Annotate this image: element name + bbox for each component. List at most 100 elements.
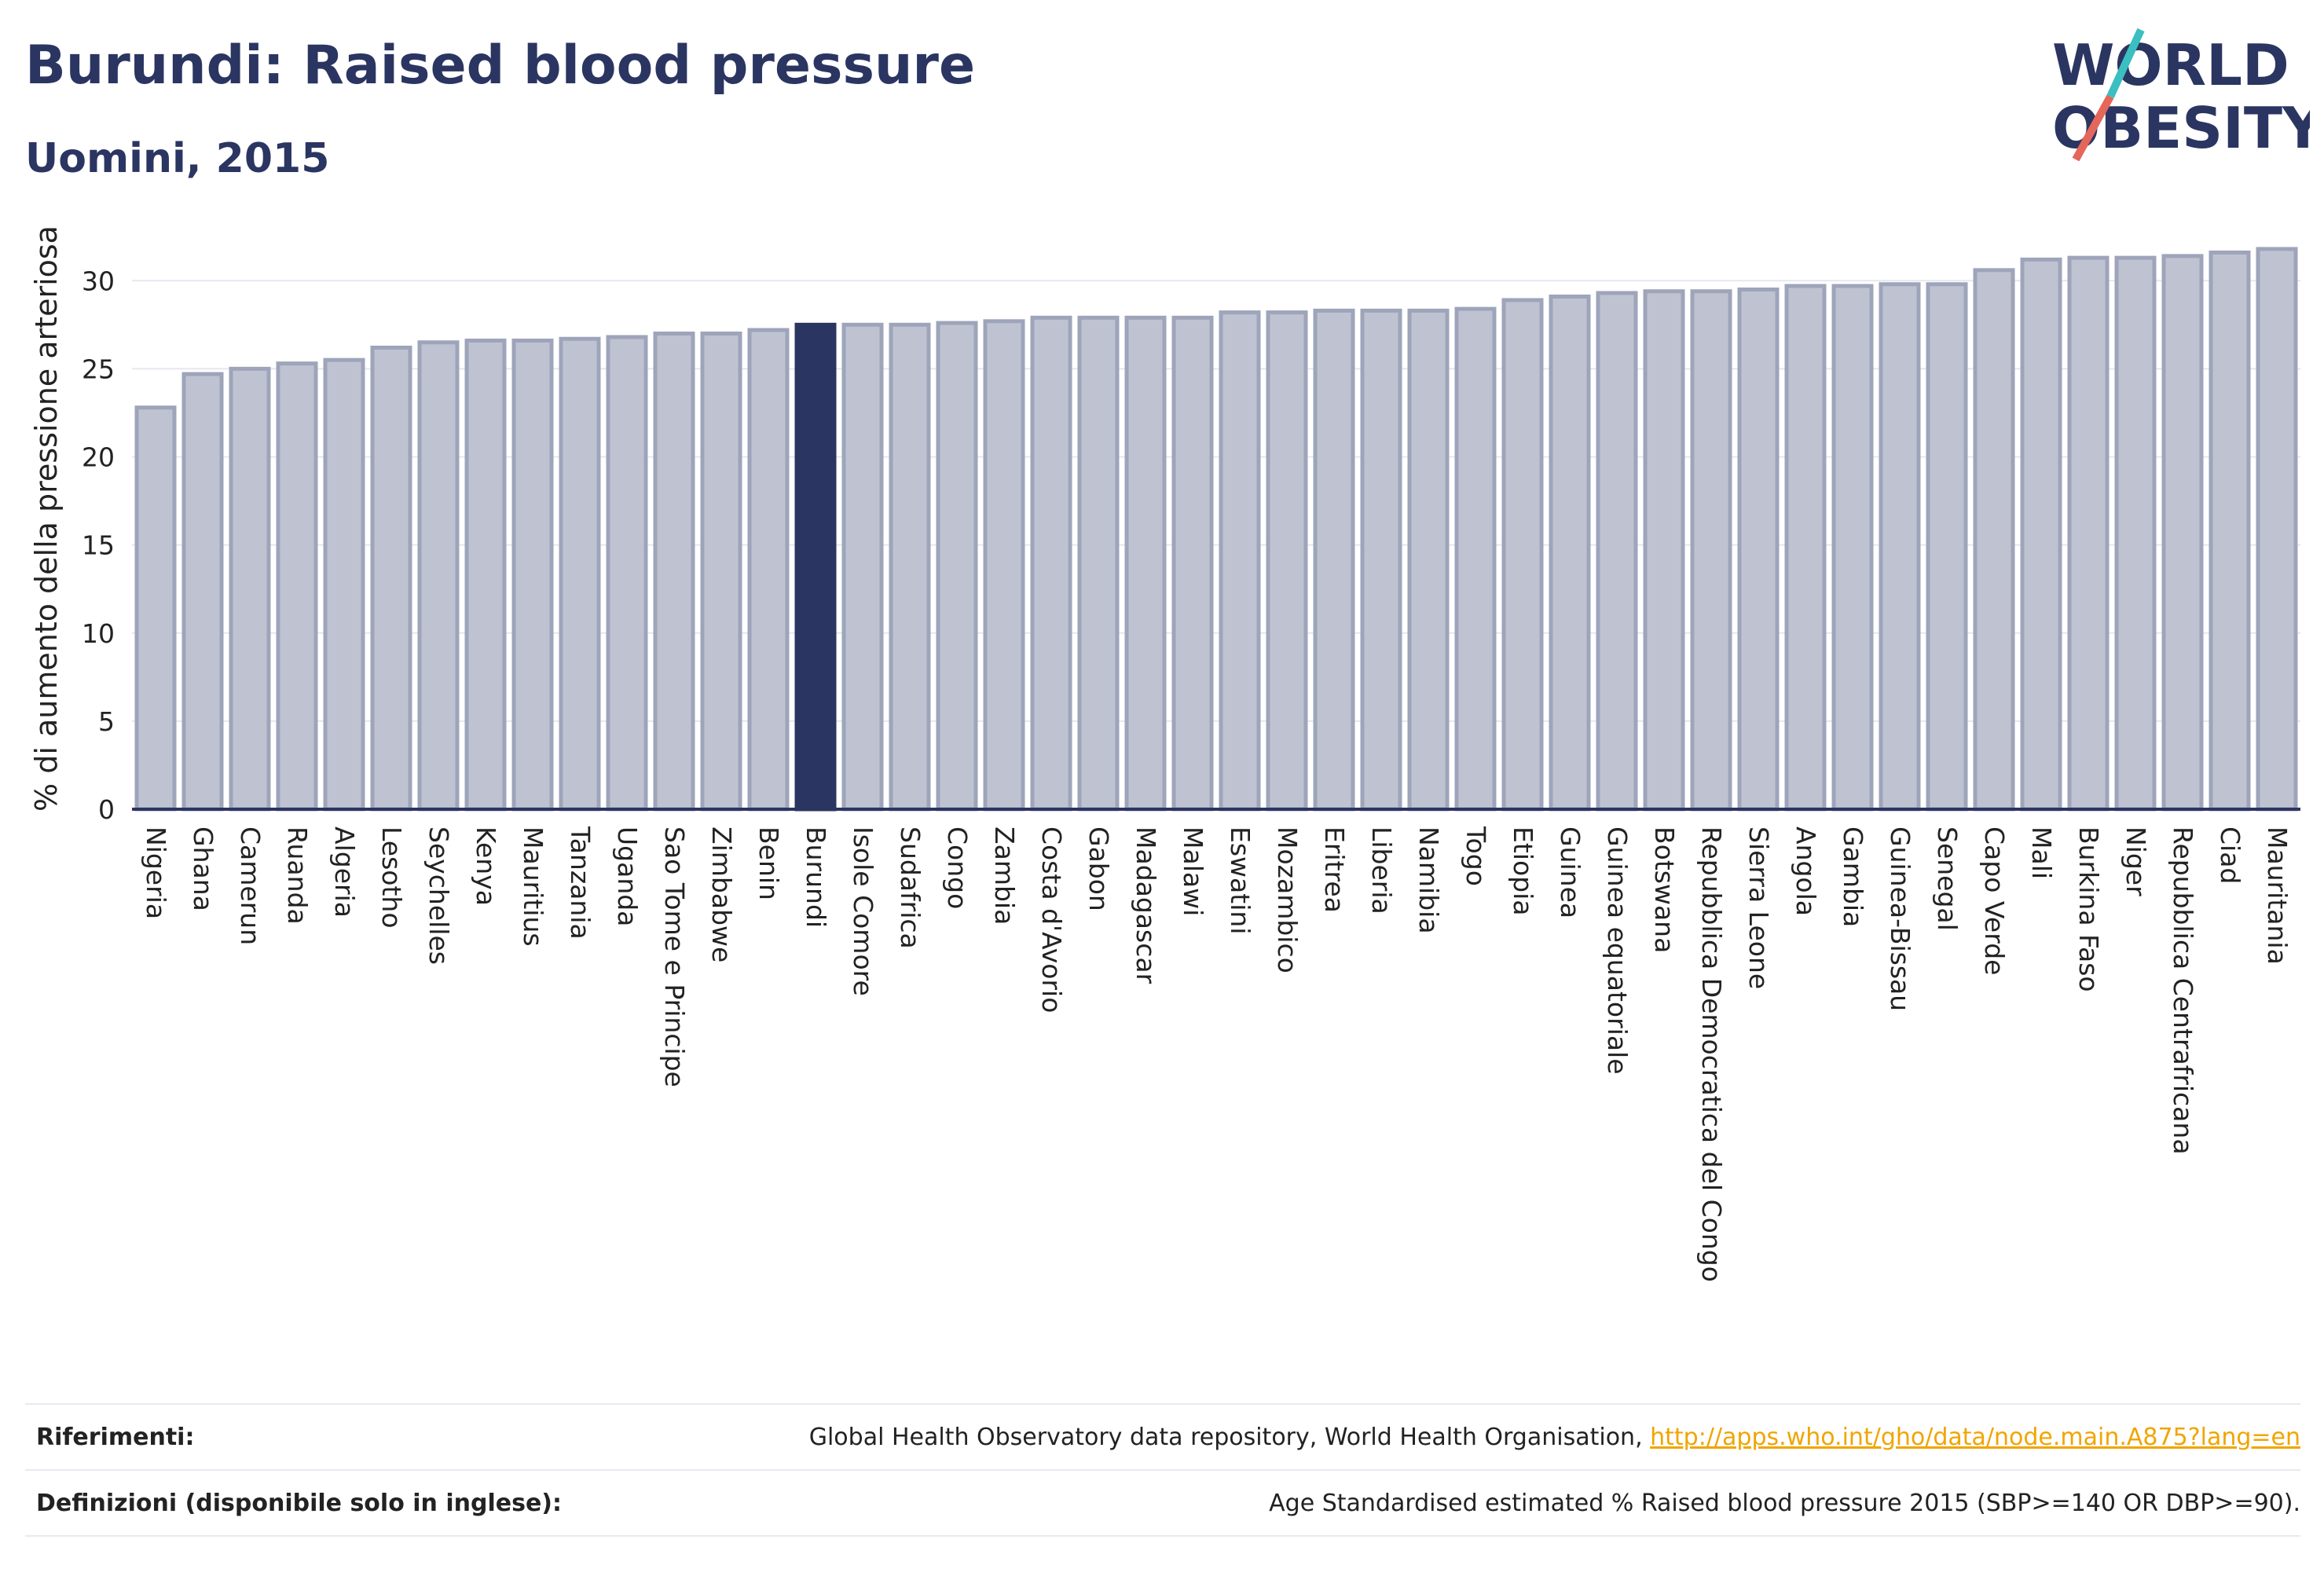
references-label: Riferimenti: bbox=[36, 1423, 195, 1451]
x-tick-label: Mauritius bbox=[518, 826, 548, 947]
x-tick-label: Repubblica Democratica del Congo bbox=[1696, 826, 1727, 1282]
x-tick-label: Costa d'Avorio bbox=[1036, 826, 1067, 1013]
bar bbox=[1454, 306, 1497, 812]
x-tick-label: Namibia bbox=[1413, 826, 1444, 934]
bar bbox=[1077, 315, 1120, 812]
references-row: Riferimenti: Global Health Observatory d… bbox=[25, 1403, 2300, 1469]
bar bbox=[794, 322, 837, 812]
x-tick-label: Madagascar bbox=[1131, 826, 1161, 984]
x-tick-label: Niger bbox=[2121, 826, 2151, 896]
x-tick-label: Malawi bbox=[1178, 826, 1208, 916]
bar bbox=[2114, 255, 2157, 812]
bar bbox=[747, 328, 790, 812]
bar bbox=[1030, 315, 1072, 812]
bar bbox=[276, 361, 318, 812]
bar bbox=[1124, 315, 1167, 812]
bar bbox=[1784, 284, 1827, 812]
bar bbox=[1171, 315, 1214, 812]
bar bbox=[983, 319, 1025, 812]
bar bbox=[606, 335, 648, 812]
x-tick-label: Capo Verde bbox=[1979, 826, 2010, 975]
y-tick-label: 10 bbox=[82, 618, 115, 649]
y-tick-label: 25 bbox=[82, 354, 115, 384]
bar bbox=[2020, 257, 2062, 812]
bar bbox=[229, 366, 271, 812]
x-tick-label: Nigeria bbox=[141, 826, 171, 919]
x-tick-label: Isole Comore bbox=[848, 826, 878, 996]
x-tick-label: Mali bbox=[2026, 826, 2057, 879]
bar bbox=[2161, 254, 2204, 812]
bar bbox=[1219, 310, 1261, 812]
bar bbox=[653, 332, 695, 812]
x-tick-label: Sao Tome e Principe bbox=[659, 826, 690, 1087]
footer: Riferimenti: Global Health Observatory d… bbox=[25, 1403, 2300, 1537]
bar bbox=[1596, 291, 1638, 812]
x-tick-label: Lesotho bbox=[376, 826, 407, 929]
y-tick-label: 15 bbox=[82, 530, 115, 561]
x-tick-label: Benin bbox=[753, 826, 784, 900]
x-tick-label: Etiopia bbox=[1508, 826, 1538, 916]
bar bbox=[1313, 308, 1355, 812]
svg-text:WORLD: WORLD bbox=[2052, 32, 2289, 98]
definitions-label: Definizioni (disponibile solo in inglese… bbox=[36, 1489, 562, 1517]
page-subtitle: Uomini, 2015 bbox=[25, 135, 330, 182]
references-text: Global Health Observatory data repositor… bbox=[808, 1423, 1651, 1451]
x-tick-label: Seychelles bbox=[423, 826, 454, 965]
bar bbox=[2067, 255, 2110, 812]
y-tick-label: 5 bbox=[98, 706, 115, 737]
bar bbox=[1879, 282, 1921, 812]
references-value: Global Health Observatory data repositor… bbox=[809, 1424, 2300, 1451]
x-tick-label: Congo bbox=[942, 826, 973, 909]
x-tick-label: Repubblica Centrafricana bbox=[2168, 826, 2198, 1155]
bar bbox=[1549, 294, 1591, 812]
bar bbox=[1360, 308, 1402, 812]
definitions-text: Age Standardised estimated % Raised bloo… bbox=[1269, 1489, 2300, 1517]
y-axis-title: % di aumento della pressione arteriosa bbox=[29, 225, 64, 812]
references-link[interactable]: http://apps.who.int/gho/data/node.main.A… bbox=[1650, 1423, 2300, 1451]
bar bbox=[1926, 282, 1968, 812]
x-tick-label: Zimbabwe bbox=[706, 826, 737, 962]
bar bbox=[1831, 284, 1874, 812]
x-tick-label: Gabon bbox=[1083, 826, 1114, 911]
bar bbox=[1266, 310, 1308, 812]
bar bbox=[370, 345, 412, 812]
x-tick-label: Sierra Leone bbox=[1743, 826, 1774, 989]
x-tick-label: Ruanda bbox=[282, 826, 313, 925]
bar bbox=[323, 357, 365, 812]
bar bbox=[1407, 308, 1450, 812]
x-tick-label: Guinea bbox=[1555, 826, 1585, 918]
x-tick-label: Zambia bbox=[989, 826, 1020, 925]
bar bbox=[417, 340, 460, 812]
x-tick-label: Kenya bbox=[471, 826, 501, 906]
world-obesity-logo: WORLD OBESITY bbox=[2052, 27, 2310, 162]
x-tick-label: Togo bbox=[1461, 826, 1491, 886]
x-tick-label: Uganda bbox=[612, 826, 643, 926]
x-tick-label: Algeria bbox=[329, 826, 360, 918]
x-tick-label: Guinea-Bissau bbox=[1885, 826, 1915, 1011]
x-tick-label: Liberia bbox=[1366, 826, 1397, 914]
bar bbox=[936, 321, 978, 812]
bar bbox=[2256, 247, 2298, 812]
x-tick-label: Sudafrica bbox=[895, 826, 926, 949]
x-tick-label: Angola bbox=[1791, 826, 1821, 916]
bar bbox=[1737, 287, 1780, 812]
definitions-row: Definizioni (disponibile solo in inglese… bbox=[25, 1469, 2300, 1537]
bar bbox=[889, 322, 931, 812]
bar bbox=[1690, 289, 1732, 812]
x-tick-label: Gambia bbox=[1838, 826, 1868, 927]
x-tick-label: Mauritania bbox=[2262, 826, 2293, 965]
y-tick-label: 0 bbox=[98, 794, 115, 825]
x-tick-label: Botswana bbox=[1649, 826, 1680, 953]
x-tick-label: Guinea equatoriale bbox=[1602, 826, 1633, 1075]
x-tick-label: Burundi bbox=[801, 826, 831, 928]
bar bbox=[1973, 268, 2015, 812]
bar bbox=[559, 336, 601, 812]
bar bbox=[1501, 298, 1544, 812]
page-title: Burundi: Raised blood pressure bbox=[25, 35, 976, 97]
bar bbox=[2209, 250, 2251, 812]
x-tick-label: Mozambico bbox=[1272, 826, 1303, 973]
bar bbox=[181, 372, 224, 812]
bar bbox=[700, 332, 742, 812]
x-tick-label: Burkina Faso bbox=[2073, 826, 2104, 992]
x-tick-label: Ghana bbox=[188, 826, 218, 911]
